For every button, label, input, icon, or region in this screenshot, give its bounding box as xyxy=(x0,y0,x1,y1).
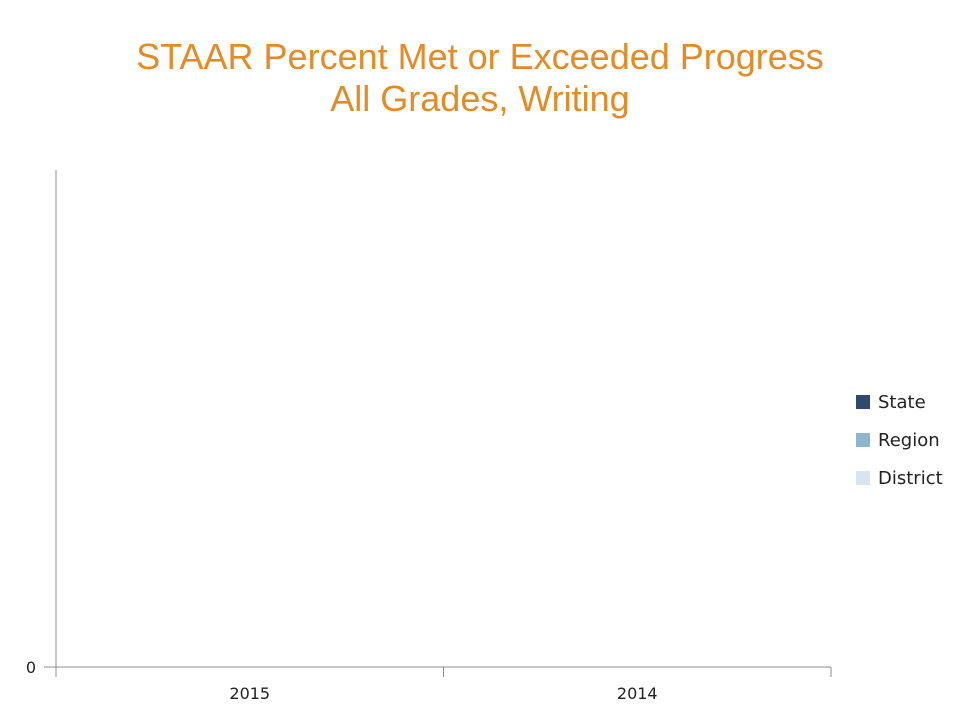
x-tick-label: 2014 xyxy=(617,684,658,703)
legend-label: District xyxy=(878,467,943,489)
legend-item-district: District xyxy=(856,459,943,497)
legend-item-state: State xyxy=(856,383,943,421)
chart-title-line1: STAAR Percent Met or Exceeded Progress xyxy=(136,36,824,77)
chart-title: STAAR Percent Met or Exceeded Progress A… xyxy=(0,36,960,120)
legend-item-region: Region xyxy=(856,421,943,459)
chart-axes xyxy=(44,170,832,677)
x-tick-label: 2015 xyxy=(229,684,270,703)
legend-swatch xyxy=(856,395,870,409)
y-tick-label: 0 xyxy=(26,658,36,677)
chart-ticks: 0 2015 2014 xyxy=(26,658,658,703)
legend-label: State xyxy=(878,391,926,413)
legend-label: Region xyxy=(878,429,940,451)
legend-swatch xyxy=(856,471,870,485)
chart-legend: State Region District xyxy=(856,383,943,497)
chart-subtitle: All Grades, Writing xyxy=(330,78,630,119)
legend-swatch xyxy=(856,433,870,447)
